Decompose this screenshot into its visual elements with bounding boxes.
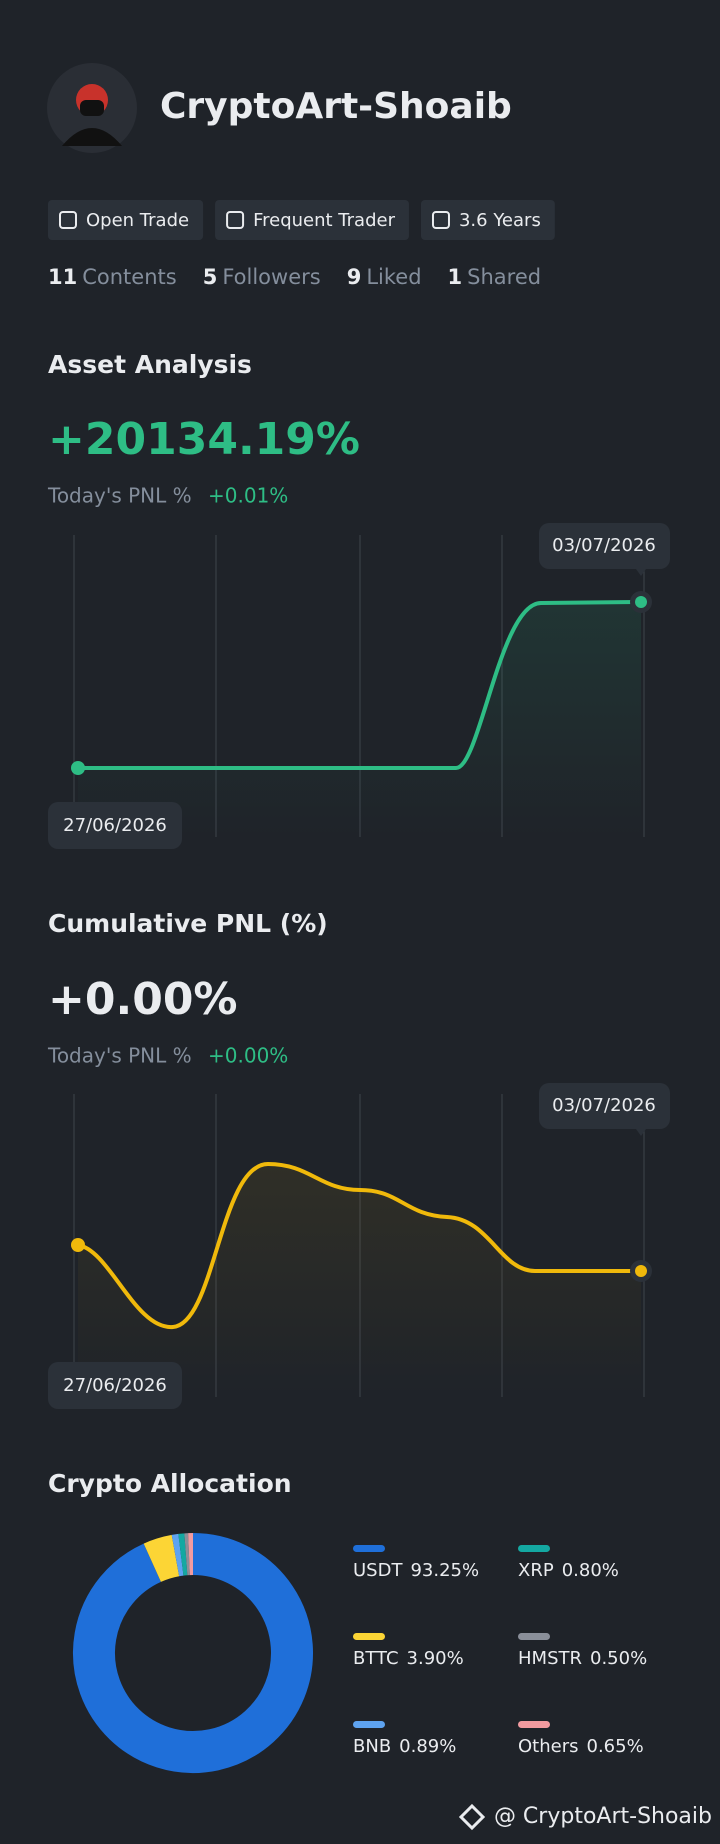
username: CryptoArt-Shoaib — [160, 86, 512, 127]
legend-name: USDT — [353, 1560, 403, 1581]
legend-name: BNB — [353, 1736, 391, 1757]
stat-label: Shared — [467, 265, 541, 289]
stat-label: Contents — [82, 265, 176, 289]
badge-bg — [420, 200, 555, 240]
stat-label: Liked — [366, 265, 421, 289]
badge-label: 3.6 Years — [459, 210, 541, 231]
section-title: Cumulative PNL (%) — [48, 909, 328, 938]
today-label: Today's PNL % — [47, 484, 192, 508]
legend-item: HMSTR 0.50% — [518, 1633, 647, 1669]
end-date: 03/07/2026 — [552, 535, 656, 556]
stat-count: 5 — [203, 265, 218, 289]
today-label: Today's PNL % — [47, 1044, 192, 1068]
donut-chart — [73, 1533, 313, 1773]
legend-name: BTTC — [353, 1648, 399, 1669]
legend-item: BNB 0.89% — [353, 1721, 456, 1757]
legend-item: XRP 0.80% — [518, 1545, 619, 1581]
legend-item: USDT 93.25% — [353, 1545, 479, 1581]
today-value: +0.00% — [208, 1044, 288, 1068]
stat-count: 9 — [347, 265, 362, 289]
section-title: Asset Analysis — [48, 350, 252, 379]
badge-icon — [59, 211, 77, 229]
legend-swatch — [518, 1721, 550, 1728]
start-date: 27/06/2026 — [63, 1375, 167, 1396]
stat-count: 11 — [48, 265, 77, 289]
badge-icon — [431, 211, 450, 229]
badge: Open Trade — [48, 200, 204, 240]
badge-label: Frequent Trader — [253, 210, 395, 231]
legend-name: Others — [518, 1736, 579, 1757]
legend-item: Others 0.65% — [518, 1721, 644, 1757]
footer-logo — [458, 1803, 486, 1831]
badge: Frequent Trader — [215, 200, 409, 240]
stat-count: 1 — [448, 265, 463, 289]
legend-swatch — [353, 1545, 385, 1552]
badge-bg — [215, 200, 409, 240]
legend-value: 3.90% — [407, 1648, 464, 1669]
donut-slice — [143, 1534, 180, 1583]
legend-swatch — [353, 1633, 385, 1640]
pnl-chart — [48, 1083, 670, 1409]
legend-swatch — [518, 1633, 550, 1640]
donut-slice — [73, 1533, 313, 1773]
total-value: +0.00% — [48, 974, 238, 1025]
asset-chart — [48, 523, 670, 849]
legend-swatch — [518, 1545, 550, 1552]
legend-item: BTTC 3.90% — [353, 1633, 464, 1669]
legend-value: 0.89% — [399, 1736, 456, 1757]
legend-value: 0.50% — [590, 1648, 647, 1669]
section-title: Crypto Allocation — [48, 1469, 292, 1498]
badge-icon — [226, 211, 245, 229]
footer-handle: @ CryptoArt-Shoaib — [494, 1804, 712, 1829]
stat-label: Followers — [222, 265, 320, 289]
legend-name: HMSTR — [518, 1648, 582, 1669]
start-date: 27/06/2026 — [63, 815, 167, 836]
badge-label: Open Trade — [86, 210, 189, 231]
legend-swatch — [353, 1721, 385, 1728]
avatar[interactable] — [47, 63, 137, 153]
total-value: +20134.19% — [48, 414, 360, 465]
legend-value: 93.25% — [410, 1560, 479, 1581]
today-value: +0.01% — [208, 484, 288, 508]
legend-value: 0.80% — [562, 1560, 619, 1581]
badge: 3.6 Years — [420, 200, 555, 240]
end-date: 03/07/2026 — [552, 1095, 656, 1116]
legend-value: 0.65% — [587, 1736, 644, 1757]
legend-name: XRP — [518, 1560, 554, 1581]
donut-slice — [171, 1533, 184, 1577]
badge-bg — [48, 200, 204, 240]
